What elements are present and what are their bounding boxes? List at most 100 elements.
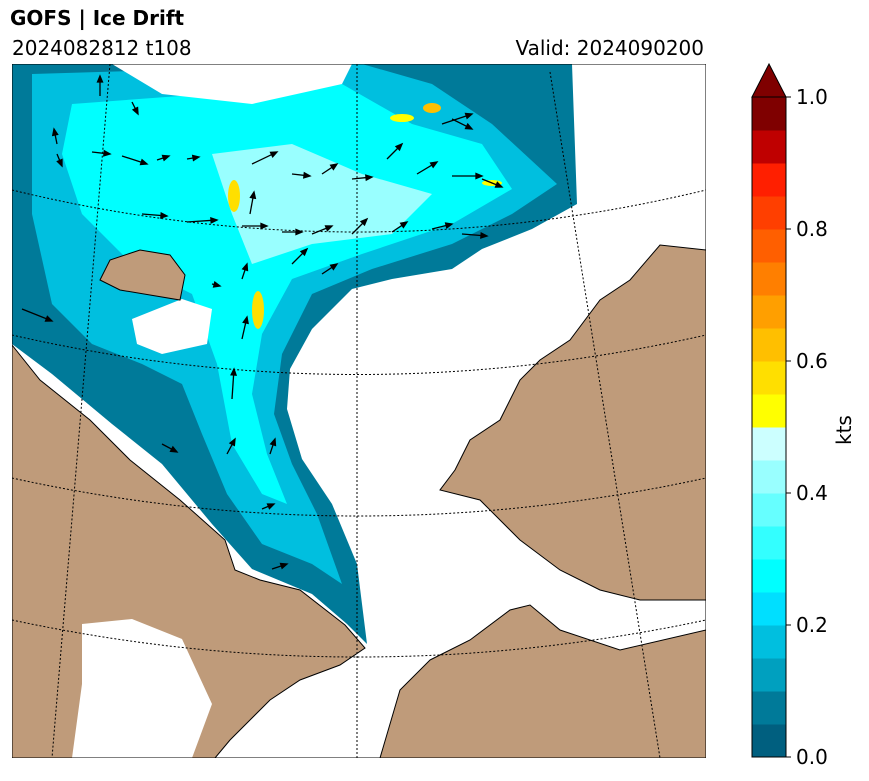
graticule xyxy=(12,64,706,758)
landmass-east xyxy=(439,244,706,601)
drift-arrow-head xyxy=(494,181,504,188)
colorbar-bin xyxy=(752,328,786,362)
valid-time-label: Valid: 2024090200 xyxy=(515,36,704,60)
drift-arrow-head xyxy=(324,225,334,232)
drift-arrow-head xyxy=(51,127,59,137)
colorbar-bin xyxy=(752,691,786,725)
drift-arrow-head xyxy=(303,171,312,179)
drift-arrow-head xyxy=(295,228,304,236)
drift-arrow-head xyxy=(266,503,276,510)
model-run-label: 2024082812 t108 xyxy=(12,36,192,60)
ice-drift-map xyxy=(12,64,706,758)
drift-arrow-head xyxy=(299,247,309,257)
colorbar-bin xyxy=(752,97,786,131)
colorbar-bin xyxy=(752,295,786,329)
drift-arrow-head xyxy=(139,158,149,166)
colorbar-bin xyxy=(752,196,786,230)
drift-arrow-head xyxy=(444,222,454,229)
drift-arrow-head xyxy=(56,158,63,168)
drift-arrow-head xyxy=(228,437,236,447)
drift-arrow-head xyxy=(269,151,279,159)
colorbar-bin xyxy=(752,130,786,164)
drift-arrow-shaft xyxy=(441,114,470,125)
colorbar-bin xyxy=(752,163,786,197)
ice-gap xyxy=(132,299,212,354)
parallel xyxy=(12,189,706,233)
drift-arrow-head xyxy=(464,112,474,120)
drift-arrow-head xyxy=(169,445,179,453)
drift-arrow-head xyxy=(329,263,339,271)
island xyxy=(99,249,186,301)
colorbar-bin xyxy=(752,361,786,395)
speed-maximum xyxy=(252,291,264,329)
colorbar-bin xyxy=(752,460,786,494)
drift-vectors xyxy=(21,74,504,570)
colorbar-tick-label: 0.0 xyxy=(796,745,828,769)
drift-arrow-head xyxy=(480,232,489,239)
colorbar-bin xyxy=(752,592,786,626)
colorbar-bin xyxy=(752,559,786,593)
colorbar-extend-arrow xyxy=(751,62,787,98)
drift-arrow-head xyxy=(242,315,249,325)
colorbar-frame xyxy=(751,96,787,758)
drift-arrow-head xyxy=(429,161,439,169)
drift-arrow-shaft xyxy=(461,233,485,237)
drift-arrow-head xyxy=(279,562,289,570)
drift-arrow-head xyxy=(44,315,54,322)
parallel xyxy=(12,334,706,375)
drift-arrow-shaft xyxy=(141,213,165,217)
chart-title: GOFS | Ice Drift xyxy=(10,6,185,30)
drift-arrow-head xyxy=(103,149,112,157)
speed-maximum xyxy=(228,180,240,212)
colorbar-bin xyxy=(752,427,786,461)
colorbar-tick-label: 0.8 xyxy=(796,217,828,241)
colorbar-bin xyxy=(752,724,786,758)
drift-arrow-head xyxy=(329,163,339,171)
drift-arrow-head xyxy=(399,221,409,229)
drift-arrow-shaft xyxy=(231,371,235,400)
drift-arrow-head xyxy=(160,212,169,219)
parallel xyxy=(12,477,706,517)
colorbar-tick-label: 0.2 xyxy=(796,613,828,637)
drift-arrow-head xyxy=(365,174,374,182)
no-data-area xyxy=(72,619,212,758)
colorbar-tick-label: 0.6 xyxy=(796,349,828,373)
drift-arrow-head xyxy=(210,216,219,224)
drift-arrow-shaft xyxy=(186,219,215,223)
speed-maximum xyxy=(423,103,441,113)
drift-arrow-shaft xyxy=(121,155,145,164)
colorbar-bin xyxy=(752,229,786,263)
drift-arrow-head xyxy=(191,154,201,162)
ice-speed-field xyxy=(12,64,577,644)
drift-arrow-head xyxy=(212,281,222,288)
drift-arrow-head xyxy=(230,367,238,376)
parallel xyxy=(12,619,706,658)
drift-arrow-head xyxy=(249,190,257,200)
speed-maximum xyxy=(390,114,414,122)
ice-zone-higher xyxy=(212,144,432,264)
colorbar-bin xyxy=(752,526,786,560)
drift-arrow-head xyxy=(241,262,249,272)
drift-arrow-shaft xyxy=(251,152,275,165)
drift-arrow-head xyxy=(269,437,277,447)
meridian xyxy=(51,64,111,758)
drift-arrow-head xyxy=(394,142,404,152)
drift-arrow-head xyxy=(161,154,171,162)
colorbar-bin xyxy=(752,658,786,692)
colorbar xyxy=(751,62,791,758)
landmass-southeast xyxy=(379,604,706,758)
ice-gap-top xyxy=(112,64,352,104)
drift-arrow-head xyxy=(359,217,369,227)
drift-arrow-shaft xyxy=(21,308,50,321)
drift-arrow-head xyxy=(131,106,139,116)
colorbar-unit-label: kts xyxy=(832,415,856,445)
colorbar-bin xyxy=(752,493,786,527)
drift-arrow-head xyxy=(96,74,104,83)
drift-arrow-head xyxy=(464,122,474,130)
colorbar-bin xyxy=(752,625,786,659)
colorbar-bin xyxy=(752,394,786,428)
drift-arrow-head xyxy=(260,222,269,230)
colorbar-tick-label: 1.0 xyxy=(796,85,828,109)
colorbar-tick-label: 0.4 xyxy=(796,481,828,505)
drift-arrow-head xyxy=(475,172,484,180)
